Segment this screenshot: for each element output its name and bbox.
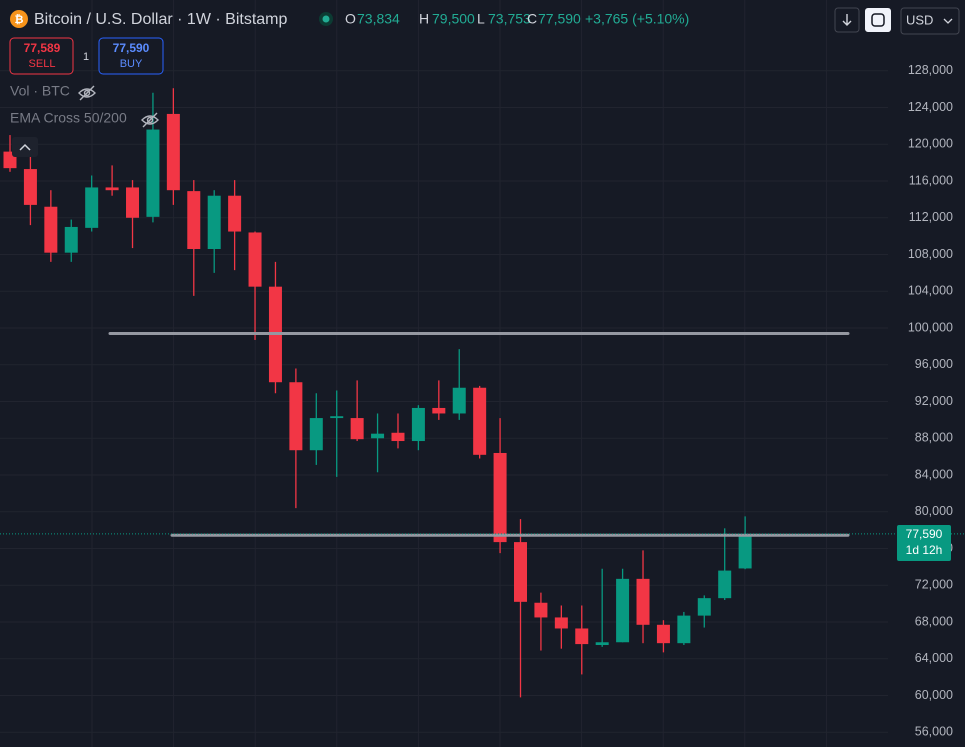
indicator-label[interactable]: EMA Cross 50/200 (10, 110, 127, 126)
ohlc-key: H (419, 11, 429, 27)
candle-body (534, 602, 548, 618)
y-tick-label: 112,000 (909, 210, 953, 224)
y-tick-label: 124,000 (908, 100, 953, 114)
candle-body (391, 432, 405, 442)
symbol-icon (10, 10, 28, 28)
candle-body (330, 416, 344, 419)
ohlc-value: 73,834 (357, 11, 400, 27)
candle-body (166, 113, 180, 191)
y-tick-label: 88,000 (915, 431, 953, 445)
candle-body (146, 129, 160, 217)
price-axis: 56,00060,00064,00068,00072,00076,00080,0… (908, 63, 953, 739)
sell-button[interactable]: 77,589 SELL (9, 37, 74, 75)
symbol-glyph: ₿ (15, 14, 24, 26)
candle-body (554, 617, 568, 629)
candle-body (514, 542, 527, 602)
ohlc-value: 73,753 (488, 11, 531, 27)
market-status-dot (322, 15, 330, 23)
candle-body (616, 578, 630, 643)
candle-body (697, 598, 711, 616)
last-price-box (897, 525, 951, 561)
candle-body (411, 407, 425, 442)
fullscreen-icon[interactable] (871, 13, 885, 27)
buy-price[interactable]: 77,590 (113, 41, 150, 55)
y-tick-label: 116,000 (909, 173, 953, 187)
candle-body (44, 206, 58, 253)
chevron[interactable] (943, 18, 953, 24)
ohlc-value: 79,500 (432, 11, 475, 27)
candle-body (350, 418, 364, 440)
candle-body (289, 382, 303, 451)
candle-body (105, 187, 119, 191)
candle-body (432, 407, 446, 414)
candle-body (228, 195, 242, 232)
fullscreen-button[interactable] (865, 8, 891, 32)
change: +3,765 (+5.10%) (585, 11, 689, 27)
candle-body (371, 433, 385, 439)
candle-body (309, 418, 323, 451)
last-price-label: 77,590 (906, 527, 943, 541)
hide-icon[interactable] (78, 85, 96, 101)
y-tick-label: 108,000 (908, 247, 953, 261)
candle-body (64, 226, 78, 253)
y-tick-label: 96,000 (915, 357, 953, 371)
candle-body (677, 615, 691, 644)
currency[interactable]: USD (906, 12, 933, 27)
ohlc-value: 77,590 (538, 11, 581, 27)
candle-body (473, 387, 487, 455)
currency-select[interactable] (900, 7, 960, 35)
y-tick-label: 92,000 (915, 394, 953, 408)
ohlc-key: C (527, 11, 537, 27)
sell-box[interactable] (9, 37, 74, 75)
ohlc-key: O (345, 11, 356, 27)
candle-body (126, 187, 140, 218)
spread: 1 (83, 51, 89, 63)
candle-body (656, 624, 670, 644)
collapse-icon[interactable] (19, 143, 31, 151)
y-tick-label: 84,000 (915, 467, 953, 481)
hide-icon[interactable] (141, 112, 159, 128)
indicator-label[interactable]: Vol · BTC (10, 83, 70, 99)
candle-body (248, 232, 262, 287)
candle-body (718, 570, 732, 599)
y-tick-label: 64,000 (915, 651, 953, 665)
buy-button[interactable]: 77,590 BUY (98, 37, 164, 75)
buy-label[interactable]: BUY (120, 58, 143, 70)
candle-body (595, 642, 609, 646)
y-tick-label: 80,000 (915, 504, 953, 518)
candles (3, 88, 752, 698)
countdown: 1d 12h (906, 543, 943, 557)
overlay (0, 332, 965, 537)
collapse-button[interactable] (12, 137, 38, 157)
candle-body (452, 387, 466, 414)
chart-title: Bitcoin / U.S. Dollar · 1W · Bitstamp (34, 11, 287, 28)
y-tick-label: 128,000 (908, 63, 953, 77)
y-tick-label: 68,000 (915, 614, 953, 628)
candle-body (738, 533, 752, 569)
candle-body (493, 452, 507, 543)
y-tick-label: 56,000 (915, 725, 953, 739)
y-tick-label: 72,000 (915, 578, 953, 592)
candle-body (23, 169, 37, 205)
y-tick-label: 104,000 (908, 284, 953, 298)
ohlc-key: L (477, 11, 485, 27)
download-icon[interactable] (842, 14, 852, 26)
sell-label[interactable]: SELL (29, 58, 56, 70)
grid (0, 0, 888, 747)
candle-body (207, 195, 221, 249)
candle-body (187, 191, 201, 249)
y-tick-label: 120,000 (908, 137, 953, 151)
sell-price[interactable]: 77,589 (24, 41, 61, 55)
candle-body (575, 628, 589, 645)
buy-box[interactable] (98, 37, 164, 75)
y-tick-label: 100,000 (908, 320, 953, 334)
candle-body (636, 578, 650, 625)
y-tick-label: 60,000 (915, 688, 953, 702)
candle-body (85, 187, 99, 228)
